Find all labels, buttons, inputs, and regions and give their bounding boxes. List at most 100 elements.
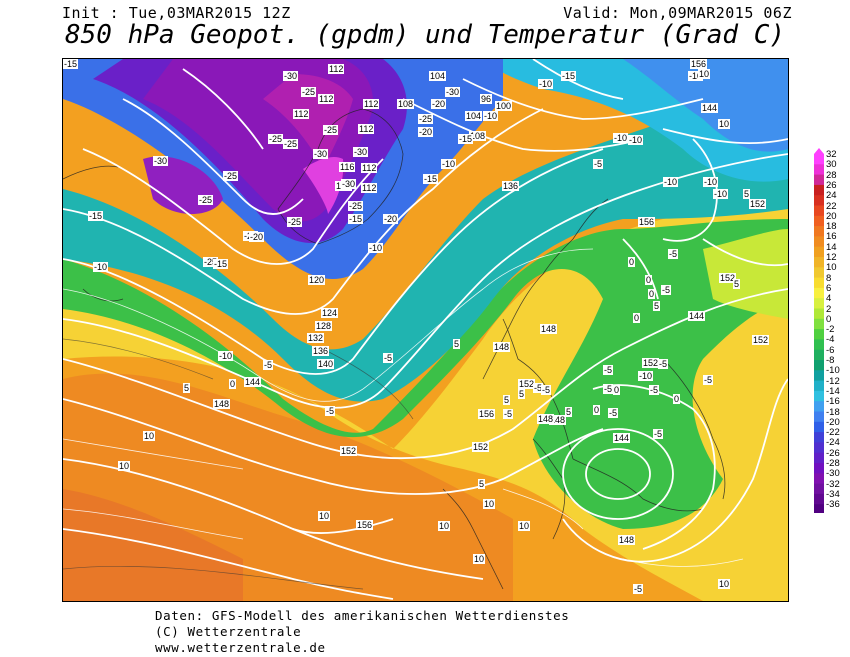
temperature-label: 5 — [653, 301, 661, 311]
scale-label: -6 — [826, 344, 835, 356]
scale-swatch — [814, 452, 824, 464]
geopotential-label: 152 — [518, 379, 536, 389]
geopotential-label: 148 — [549, 415, 567, 425]
scale-swatch — [814, 473, 824, 485]
temperature-label: -5 — [668, 249, 679, 259]
temperature-label: -25 — [301, 87, 317, 97]
temperature-label: -10 — [663, 177, 679, 187]
scale-swatch — [814, 411, 824, 423]
scale-label: -32 — [826, 478, 840, 490]
temperature-label: 5 — [183, 383, 191, 393]
scale-label: 14 — [826, 241, 837, 253]
temperature-label: -5 — [633, 584, 644, 594]
geopotential-label: 116 — [339, 162, 356, 172]
temperature-label: -10 — [483, 111, 499, 121]
temperature-label: 10 — [473, 554, 486, 564]
geopotential-label: 144 — [244, 377, 262, 387]
temperature-label: -10 — [628, 135, 644, 145]
temperature-label: -10 — [441, 159, 457, 169]
scale-label: 28 — [826, 169, 837, 181]
temperature-label: 0 — [673, 394, 681, 404]
scale-swatch — [814, 463, 824, 474]
temperature-label: -25 — [348, 201, 364, 211]
scale-swatch — [814, 226, 824, 237]
geopotential-label: 132 — [307, 333, 325, 343]
temperature-label: 5 — [453, 339, 461, 349]
scale-label: -8 — [826, 355, 835, 366]
scale-label: -4 — [826, 334, 835, 346]
temperature-label: -25 — [223, 171, 239, 181]
scale-label: 12 — [826, 252, 837, 263]
geopotential-label: 108 — [397, 99, 415, 109]
geopotential-label: 120 — [308, 275, 326, 285]
scale-label: 22 — [826, 200, 837, 212]
temperature-label: 0 — [593, 405, 601, 415]
scale-swatch — [814, 174, 824, 186]
scale-swatch — [814, 195, 824, 206]
scale-swatch — [814, 504, 824, 513]
temperature-label: 0 — [633, 313, 641, 323]
geopotential-label: 152 — [752, 335, 770, 345]
scale-swatch — [814, 349, 824, 361]
temperature-label: -20 — [418, 127, 434, 137]
scale-label: -36 — [826, 499, 840, 511]
chart-title: 850 hPa Geopot. (gpdm) und Temperatur (G… — [64, 20, 786, 50]
temperature-label: -10 — [703, 177, 719, 187]
geopotential-label: 104 — [429, 71, 447, 81]
geopotential-label: 144 — [701, 103, 719, 113]
temperature-label: 0 — [648, 289, 656, 299]
temperature-label: 10 — [438, 521, 451, 531]
init-time: Init : Tue,03MAR2015 12Z — [62, 4, 291, 22]
temperature-label: -15 — [423, 174, 439, 184]
temperature-label: -20 — [383, 214, 399, 224]
temperature-label: 10 — [698, 69, 711, 79]
temperature-label: -10 — [218, 351, 234, 361]
geopotential-label: 152 — [340, 446, 358, 456]
temperature-label: 10 — [718, 119, 731, 129]
scale-swatch — [814, 360, 824, 371]
temperature-label: -5 — [603, 365, 614, 375]
scale-label: -16 — [826, 396, 840, 408]
scale-label: -10 — [826, 365, 840, 377]
geopotential-label: 156 — [690, 59, 708, 69]
scale-label: -12 — [826, 375, 840, 387]
geopotential-label: 112 — [318, 94, 335, 104]
scale-swatch — [814, 308, 824, 320]
scale-swatch — [814, 318, 824, 330]
geopotential-label: 136 — [312, 346, 330, 356]
geopotential-label: 148 — [213, 399, 231, 409]
scale-label: 10 — [826, 262, 837, 274]
temperature-label: 5 — [518, 389, 526, 399]
geopotential-label: 148 — [493, 342, 511, 352]
temperature-label: -5 — [703, 375, 714, 385]
scale-label: -24 — [826, 437, 840, 449]
scale-label: -30 — [826, 468, 840, 480]
geopotential-label: 100 — [495, 101, 513, 111]
footer-source: Daten: GFS-Modell des amerikanischen Wet… — [155, 608, 570, 623]
scale-swatch — [814, 432, 824, 443]
scale-label: 0 — [826, 313, 832, 325]
temperature-label: 10 — [518, 521, 531, 531]
footer-copyright: (C) Wetterzentrale — [155, 624, 302, 639]
geopotential-label: 124 — [321, 308, 339, 318]
scale-label: 4 — [826, 293, 832, 305]
temperature-label: -15 — [348, 214, 364, 224]
scale-label: 18 — [826, 221, 837, 233]
scale-label: -18 — [826, 406, 840, 418]
scale-swatch — [814, 442, 824, 454]
temperature-label: 0 — [229, 379, 237, 389]
scale-swatch — [814, 246, 824, 258]
scale-arrow-top — [814, 148, 824, 154]
temperature-label: -30 — [283, 71, 299, 81]
temperature-label: -5 — [533, 383, 544, 393]
geopotential-label: 128 — [315, 321, 333, 331]
geopotential-label: 112 — [293, 109, 310, 119]
temperature-label: -10 — [613, 133, 629, 143]
scale-swatch — [814, 257, 824, 268]
geopotential-label: 144 — [613, 433, 631, 443]
temperature-label: -5 — [593, 159, 604, 169]
footer-website[interactable]: www.wetterzentrale.de — [155, 640, 326, 655]
temperature-label: -5 — [661, 285, 672, 295]
scale-swatch — [814, 298, 824, 309]
geopotential-label: 136 — [502, 181, 520, 191]
